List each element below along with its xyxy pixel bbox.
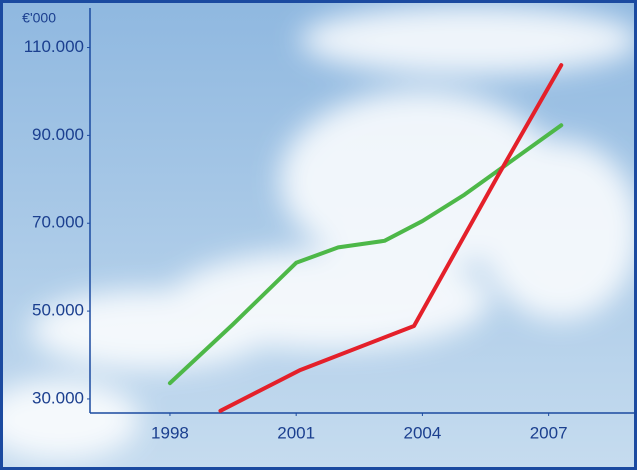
line-series <box>218 63 564 413</box>
x-tick-label: 2004 <box>403 423 441 442</box>
x-tick-label: 2007 <box>530 423 568 442</box>
x-tick-label: 2001 <box>277 423 315 442</box>
y-tick-label: 50.000 <box>32 301 84 320</box>
y-tick-label: 70.000 <box>32 213 84 232</box>
y-tick-label: 30.000 <box>32 388 84 407</box>
y-tick-label: 110.000 <box>24 37 84 56</box>
y-unit: €'000 <box>22 10 56 26</box>
line-series <box>167 123 564 386</box>
x-tick-label: 1998 <box>151 423 189 442</box>
y-tick-label: 90.000 <box>32 125 84 144</box>
